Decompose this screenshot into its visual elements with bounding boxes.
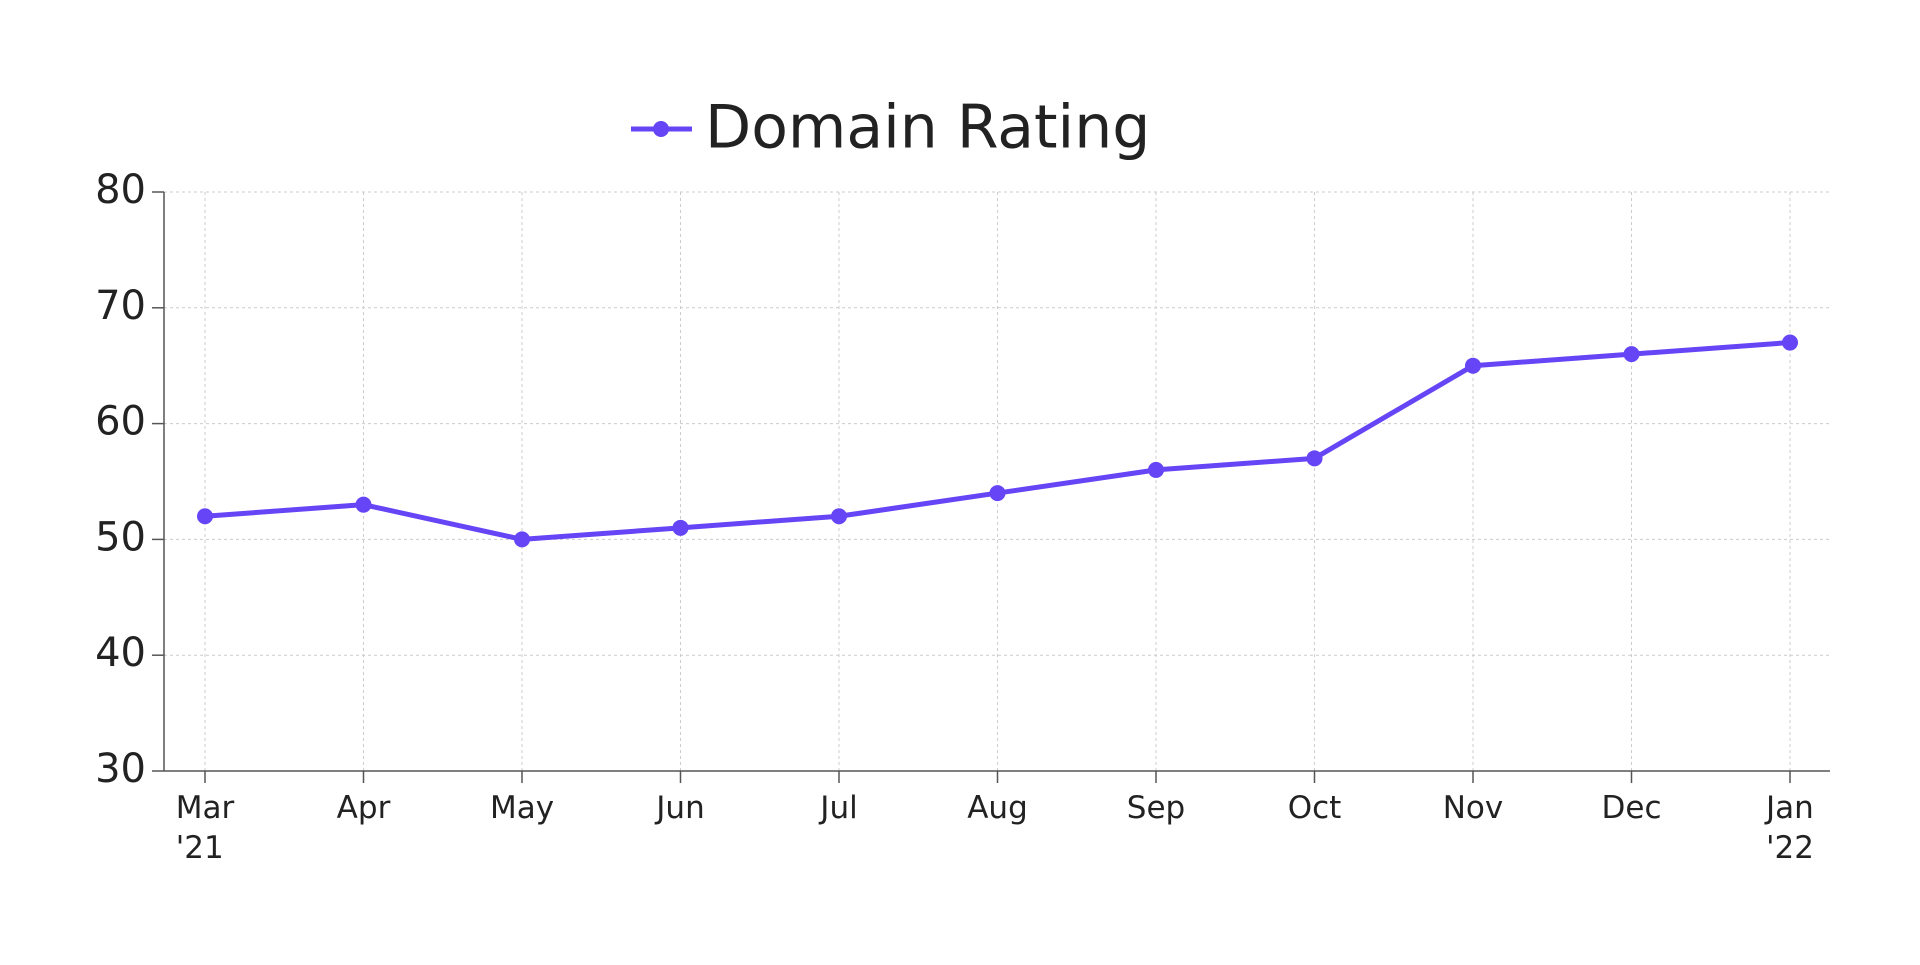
data-point [1148, 461, 1164, 478]
data-point [672, 519, 689, 536]
data-point [831, 508, 847, 525]
y-tick-label: 30 [95, 746, 146, 792]
data-point [1623, 346, 1640, 363]
data-point [989, 485, 1006, 502]
x-tick-label: Jan '22 [1766, 790, 1814, 866]
legend-marker [653, 121, 669, 137]
x-tick-label: May [489, 790, 555, 826]
x-tick-label: Mar '21 [175, 790, 235, 866]
y-tick-label: 70 [95, 283, 146, 329]
x-tick-label: Aug [967, 790, 1028, 826]
data-point [355, 496, 372, 513]
data-point [1782, 334, 1798, 351]
data-point [197, 508, 213, 525]
data-point [1465, 357, 1481, 374]
x-tick-label: Dec [1601, 790, 1662, 826]
y-tick-label: 60 [95, 399, 146, 445]
x-tick-label: Apr [336, 790, 391, 826]
y-tick-label: 50 [95, 514, 146, 560]
x-tick-label: Jul [820, 790, 858, 826]
x-tick-label: Nov [1442, 790, 1504, 826]
data-point [514, 531, 530, 548]
x-tick-label: Oct [1287, 790, 1342, 826]
x-tick-label: Sep [1126, 790, 1186, 826]
y-tick-label: 80 [95, 167, 146, 213]
x-tick-label: Jun [656, 790, 705, 826]
legend-label: Domain Rating [705, 93, 1150, 163]
y-tick-label: 40 [95, 630, 146, 676]
data-point [1306, 450, 1323, 467]
